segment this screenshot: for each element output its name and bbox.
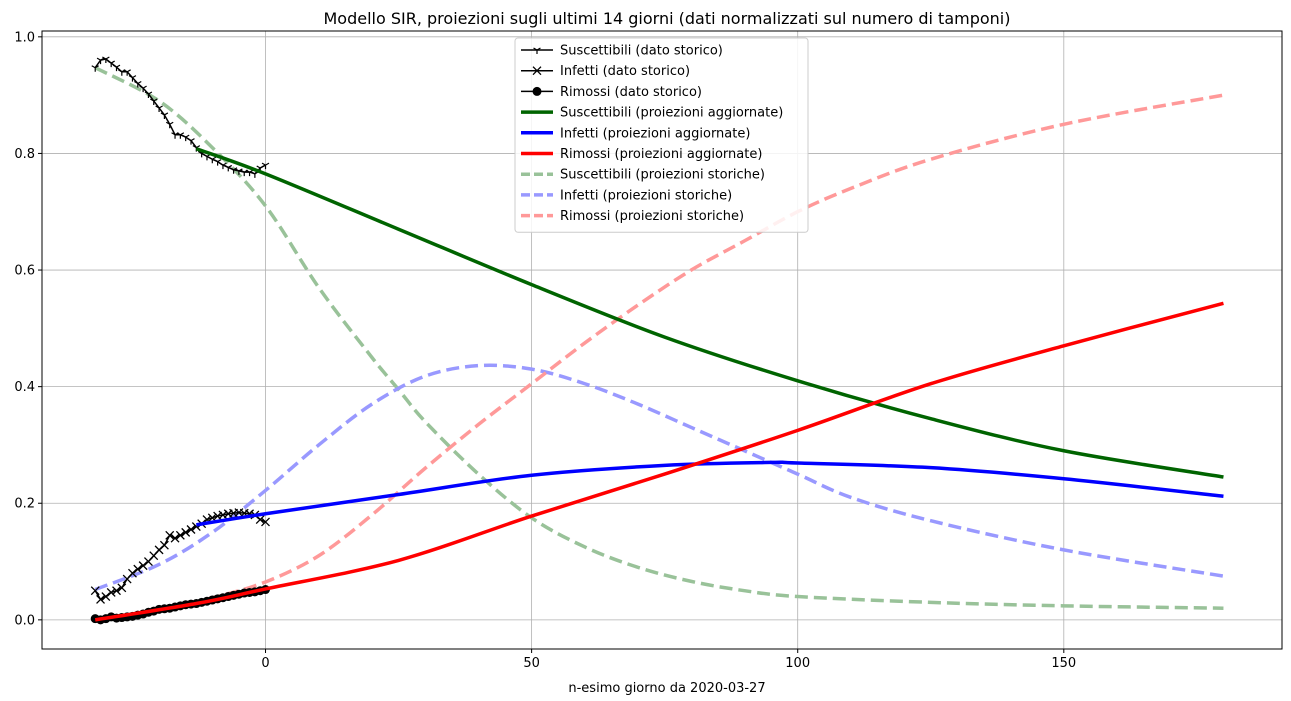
data-point bbox=[181, 527, 191, 537]
data-point bbox=[112, 64, 121, 72]
data-point bbox=[165, 121, 174, 129]
data-point bbox=[229, 167, 238, 174]
series-layer bbox=[90, 56, 1224, 625]
legend-label: Infetti (proiezioni aggiornate) bbox=[560, 126, 750, 141]
legend-entry: Infetti (dato storico) bbox=[521, 64, 690, 79]
x-tick-label: 100 bbox=[785, 656, 810, 671]
data-point bbox=[235, 168, 243, 175]
legend-label: Rimossi (dato storico) bbox=[560, 85, 702, 100]
axes: 0 50 100 150 0.0 0.2 0.4 0.6 0.8 1.0 bbox=[14, 30, 1283, 671]
data-point bbox=[96, 57, 105, 65]
series-8 bbox=[94, 93, 1224, 622]
data-point bbox=[138, 561, 148, 571]
y-tick-label: 0.4 bbox=[14, 380, 35, 395]
data-point bbox=[159, 540, 169, 550]
series-line bbox=[94, 93, 1224, 622]
legend-box bbox=[514, 37, 809, 233]
data-point bbox=[224, 164, 233, 172]
data-point bbox=[213, 159, 222, 166]
y-tick-label: 0.0 bbox=[14, 613, 35, 628]
data-point bbox=[218, 510, 228, 520]
legend-label: Infetti (proiezioni storiche) bbox=[560, 188, 732, 203]
data-point bbox=[107, 60, 115, 68]
data-point bbox=[134, 80, 142, 88]
legend-label: Infetti (dato storico) bbox=[560, 64, 690, 79]
legend-label: Suscettibili (dato storico) bbox=[560, 44, 723, 59]
legend-entry: Rimossi (proiezioni aggiornate) bbox=[521, 147, 762, 162]
data-point bbox=[96, 594, 106, 604]
data-point bbox=[139, 85, 147, 93]
data-point bbox=[181, 134, 190, 142]
series-line bbox=[94, 301, 1224, 622]
chart-title: Modello SIR, proiezioni sugli ultimi 14 … bbox=[324, 9, 1011, 28]
x-axis-label: n-esimo giorno da 2020-03-27 bbox=[568, 681, 765, 696]
data-point bbox=[255, 515, 265, 525]
legend-marker bbox=[532, 86, 542, 96]
series-line bbox=[196, 460, 1224, 527]
data-point bbox=[106, 587, 116, 597]
legend-entry: Infetti (proiezioni storiche) bbox=[521, 188, 732, 203]
legend-entry: Suscettibili (proiezioni aggiornate) bbox=[521, 106, 783, 121]
data-point bbox=[187, 138, 195, 145]
legend-entry: Suscettibili (proiezioni storiche) bbox=[521, 168, 765, 183]
legend-entry: Rimossi (dato storico) bbox=[521, 85, 702, 100]
data-point bbox=[144, 91, 153, 98]
data-point bbox=[90, 586, 100, 596]
y-tick-label: 0.8 bbox=[14, 147, 35, 162]
data-point bbox=[208, 156, 217, 164]
series-3 bbox=[195, 147, 1224, 479]
data-point bbox=[128, 568, 137, 578]
data-point bbox=[155, 105, 163, 112]
data-point bbox=[213, 511, 223, 521]
x-tick-label: 0 bbox=[261, 656, 269, 671]
legend-marker bbox=[532, 66, 542, 76]
series-5 bbox=[94, 301, 1224, 622]
legend-label: Rimossi (proiezioni aggiornate) bbox=[560, 147, 762, 162]
series-1 bbox=[90, 508, 270, 604]
x-tick-label: 150 bbox=[1051, 656, 1076, 671]
series-4 bbox=[196, 460, 1224, 527]
data-point bbox=[101, 592, 111, 601]
data-point bbox=[165, 530, 175, 540]
legend-label: Suscettibili (proiezioni storiche) bbox=[560, 168, 765, 183]
legend-entry: Infetti (proiezioni aggiornate) bbox=[521, 126, 750, 141]
y-tick-label: 1.0 bbox=[14, 30, 35, 45]
legend-entry: Rimossi (proiezioni storiche) bbox=[521, 209, 744, 224]
data-point bbox=[175, 530, 185, 540]
data-point bbox=[219, 162, 227, 170]
data-point bbox=[261, 162, 270, 170]
data-point bbox=[149, 98, 158, 105]
legend-marker bbox=[533, 47, 541, 54]
data-point bbox=[133, 564, 143, 574]
y-tick-label: 0.6 bbox=[14, 264, 35, 279]
series-line bbox=[94, 363, 1224, 592]
plot-frame bbox=[41, 30, 1283, 650]
data-point bbox=[128, 75, 137, 82]
legend: Suscettibili (dato storico) Infetti (dato… bbox=[514, 37, 809, 233]
data-point bbox=[186, 525, 196, 534]
x-tick-label: 50 bbox=[523, 656, 540, 671]
series-6 bbox=[94, 66, 1224, 610]
data-point bbox=[123, 69, 131, 76]
series-line bbox=[195, 147, 1224, 479]
y-tick-label: 0.2 bbox=[14, 497, 35, 512]
data-point bbox=[117, 583, 127, 593]
series-7 bbox=[94, 363, 1224, 592]
data-point bbox=[160, 112, 169, 119]
data-point bbox=[170, 533, 180, 543]
legend-entry: Suscettibili (dato storico) bbox=[521, 44, 723, 59]
data-point bbox=[261, 517, 270, 527]
data-point bbox=[176, 132, 185, 139]
data-point bbox=[112, 586, 121, 596]
data-point bbox=[102, 56, 110, 63]
legend-label: Rimossi (proiezioni storiche) bbox=[560, 209, 744, 224]
legend-label: Suscettibili (proiezioni aggiornate) bbox=[560, 106, 783, 121]
data-point bbox=[91, 65, 99, 72]
series-line bbox=[94, 66, 1224, 610]
